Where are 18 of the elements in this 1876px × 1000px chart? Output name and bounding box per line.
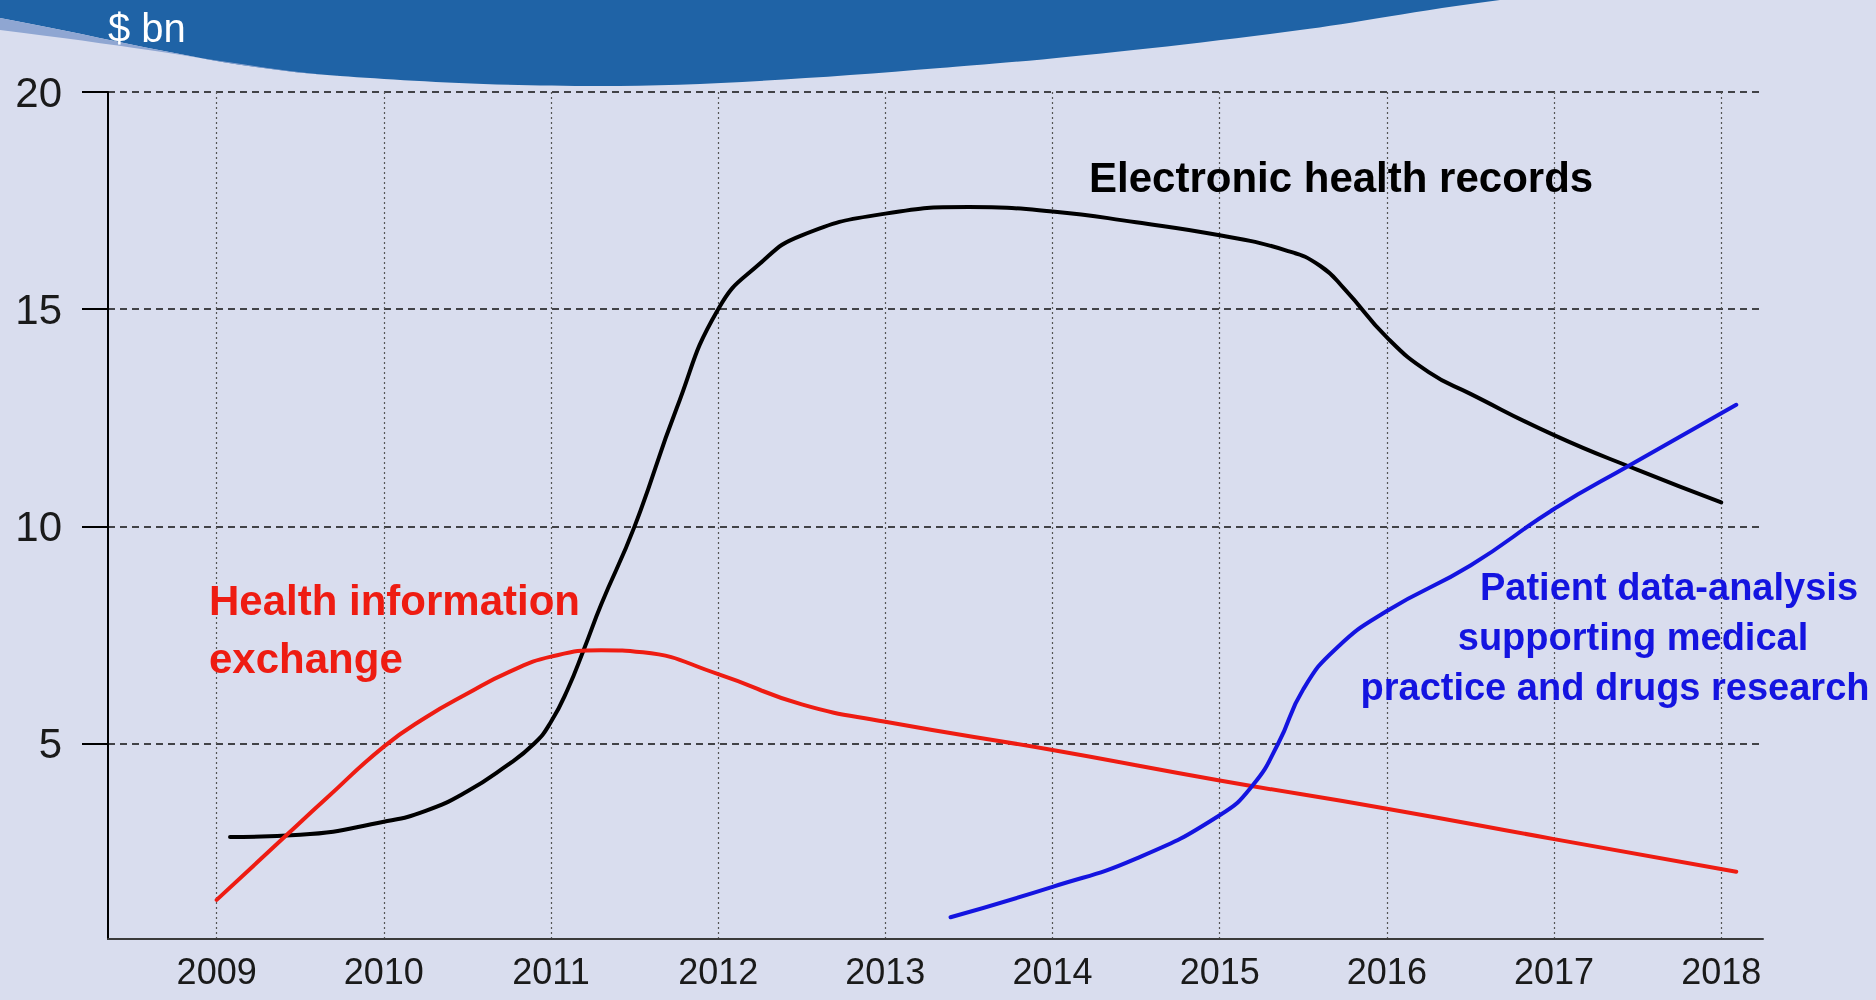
series-label: Health information exchange <box>209 576 581 682</box>
y-tick-label: 20 <box>15 68 62 116</box>
y-tick-label: 5 <box>38 720 62 768</box>
x-tick-label: 2017 <box>1513 950 1595 992</box>
y-tick-label: 15 <box>15 285 62 333</box>
x-tick-label: 2015 <box>1179 950 1260 992</box>
x-tick-label: 2018 <box>1681 950 1762 992</box>
x-tick-label: 2016 <box>1346 950 1427 992</box>
series-label: Patient data-analysis supporting medical practice and drugs research <box>1360 566 1870 708</box>
x-tick-label: 2010 <box>343 950 424 992</box>
y-axis-title: $ bn <box>108 6 186 50</box>
x-tick-label: 2013 <box>845 950 926 992</box>
y-tick-label: 10 <box>15 502 62 550</box>
series-label: Electronic health records <box>1089 153 1594 201</box>
x-tick-label: 2012 <box>678 950 759 992</box>
x-tick-label: 2009 <box>176 950 257 992</box>
x-tick-label: 2011 <box>512 950 590 992</box>
x-tick-label: 2014 <box>1012 950 1093 992</box>
